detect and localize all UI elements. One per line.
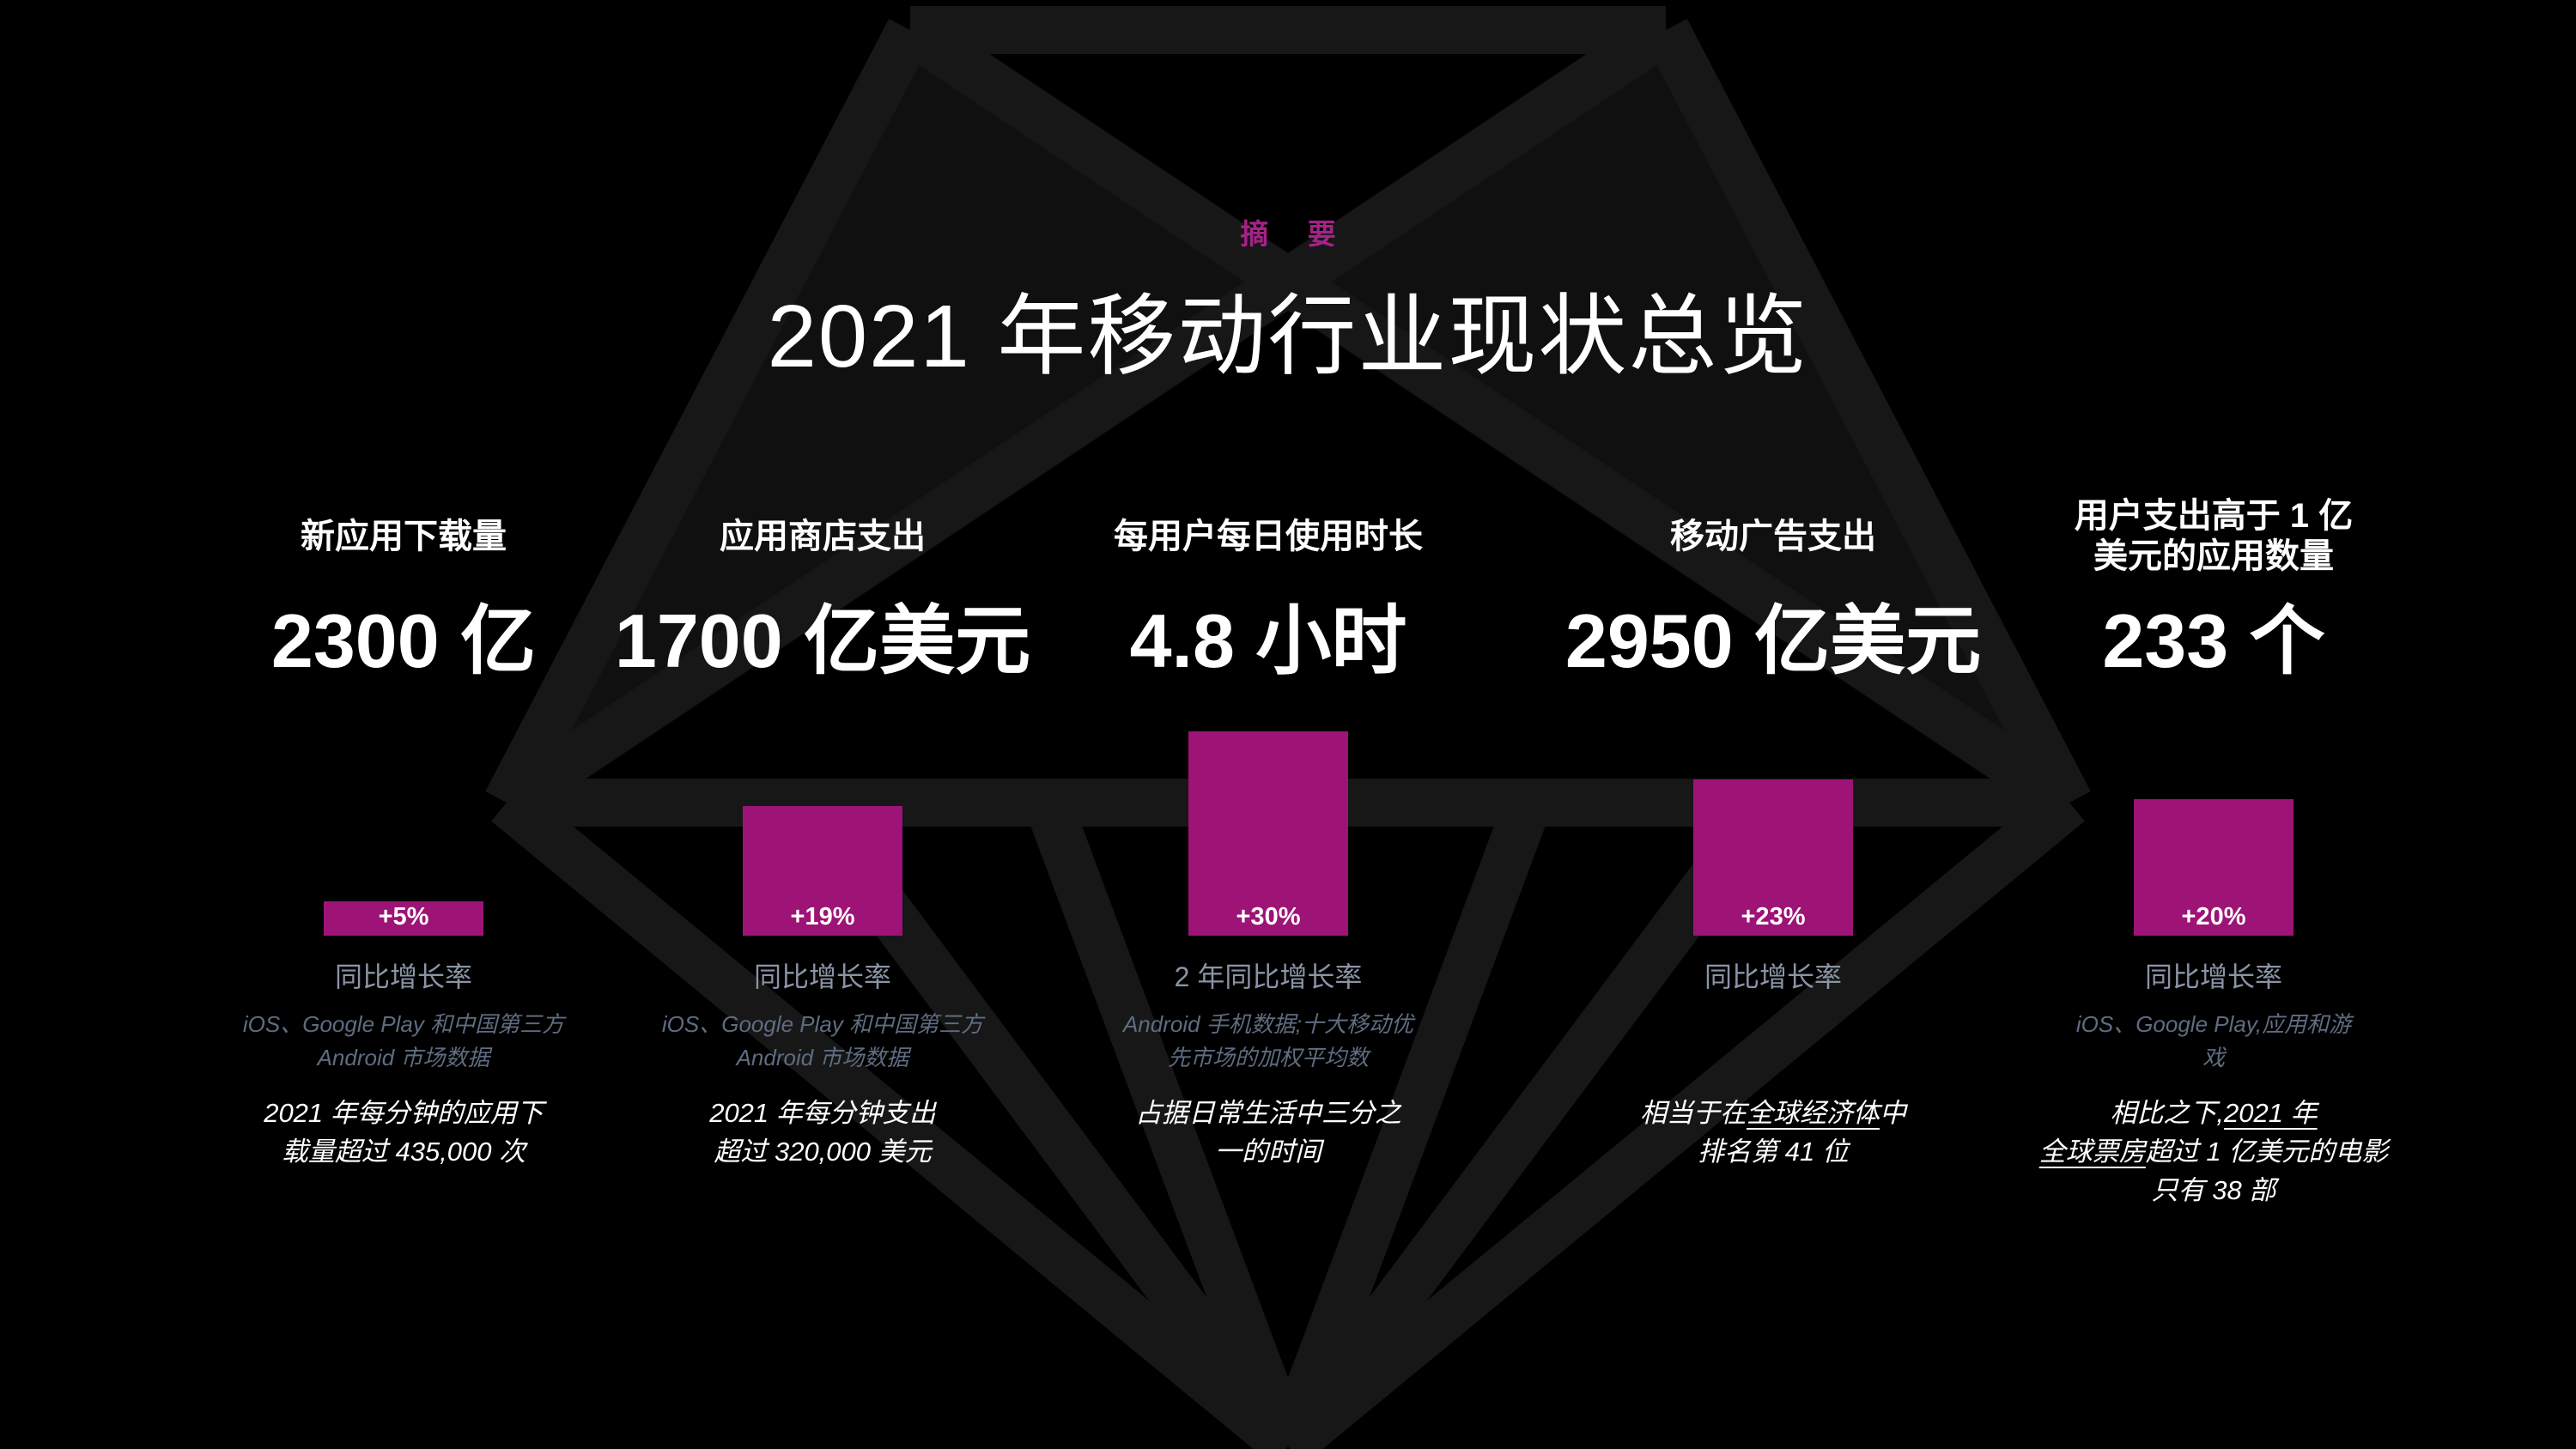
stat-note: 2021 年每分钟的应用下 载量超过 435,000 次 (264, 1098, 544, 1167)
bar-area: +19% (599, 0, 1046, 936)
source-note: iOS、Google Play 和中国第三方 Android 市场数据 (661, 1011, 984, 1070)
stat-note: 占据日常生活中三分之 一的时间 (1135, 1098, 1401, 1167)
growth-bar: +20% (2134, 799, 2293, 936)
growth-bar: +19% (743, 806, 902, 936)
growth-caption: 2 年同比增长率 (1174, 961, 1363, 992)
stat-column-new-downloads: 新应用下载量 2300 亿 +5% 同比增长率 iOS、Google Play … (180, 0, 627, 1449)
stat-value: 2950 亿美元 (1564, 597, 1982, 683)
stat-header: 应用商店支出 (720, 517, 926, 555)
bar-area: +20% (1990, 0, 2437, 936)
note-link[interactable]: 全球经济体 (1747, 1098, 1880, 1128)
note-link[interactable]: 全球票房 (2038, 1137, 2146, 1167)
stat-header: 新应用下载量 (301, 517, 507, 555)
bar-area: +23% (1550, 0, 1996, 936)
page-title: 2021 年移动行业现状总览 (767, 287, 1809, 385)
stat-column-daily-usage: 每用户每日使用时长 4.8 小时 +30% 2 年同比增长率 Android 手… (1045, 0, 1492, 1449)
stat-column-top-grossing-apps: 用户支出高于 1 亿 美元的应用数量 233 个 +20% 同比增长率 iOS、… (1990, 0, 2437, 1449)
stat-header: 每用户每日使用时长 (1114, 517, 1423, 555)
growth-bar-label: +23% (1741, 903, 1806, 931)
stat-note: 相比之下,2021 年 全球票房超过 1 亿美元的电影 只有 38 部 (2038, 1098, 2389, 1205)
bar-area: +5% (180, 0, 627, 936)
growth-caption: 同比增长率 (1704, 961, 1842, 992)
growth-bar-label: +19% (790, 903, 855, 931)
source-note: iOS、Google Play 和中国第三方 Android 市场数据 (242, 1011, 565, 1070)
stat-value: 2300 亿 (270, 597, 537, 683)
stat-header: 移动广告支出 (1670, 517, 1876, 555)
source-note: iOS、Google Play,应用和游 戏 (2075, 1011, 2352, 1070)
stat-note: 相当于在全球经济体中 排名第 41 位 (1640, 1098, 1906, 1167)
stat-value: 4.8 小时 (1129, 597, 1407, 683)
growth-caption: 同比增长率 (334, 961, 472, 992)
growth-bar: +30% (1188, 731, 1348, 936)
growth-bar: +23% (1693, 779, 1853, 936)
eyebrow-label: 摘 要 (1240, 218, 1352, 250)
growth-bar-label: +30% (1236, 903, 1301, 931)
growth-caption: 同比增长率 (2144, 961, 2282, 992)
growth-caption: 同比增长率 (753, 961, 891, 992)
stat-value: 233 个 (2102, 597, 2325, 683)
stat-column-ad-spend: 移动广告支出 2950 亿美元 +23% 同比增长率 相当于在全球经济体中 排名… (1550, 0, 1996, 1449)
note-link[interactable]: 2021 年 (2224, 1098, 2318, 1128)
growth-bar-label: +5% (378, 903, 429, 931)
stat-note: 2021 年每分钟支出 超过 320,000 美元 (709, 1098, 936, 1167)
bar-area: +30% (1045, 0, 1492, 936)
stat-column-store-spend: 应用商店支出 1700 亿美元 +19% 同比增长率 iOS、Google Pl… (599, 0, 1046, 1449)
growth-bar-label: +20% (2181, 903, 2246, 931)
source-note: Android 手机数据;十大移动优 先市场的加权平均数 (1122, 1011, 1414, 1070)
growth-bar: +5% (324, 901, 483, 936)
stat-value: 1700 亿美元 (614, 597, 1031, 683)
stat-header: 用户支出高于 1 亿 美元的应用数量 (2074, 497, 2354, 575)
